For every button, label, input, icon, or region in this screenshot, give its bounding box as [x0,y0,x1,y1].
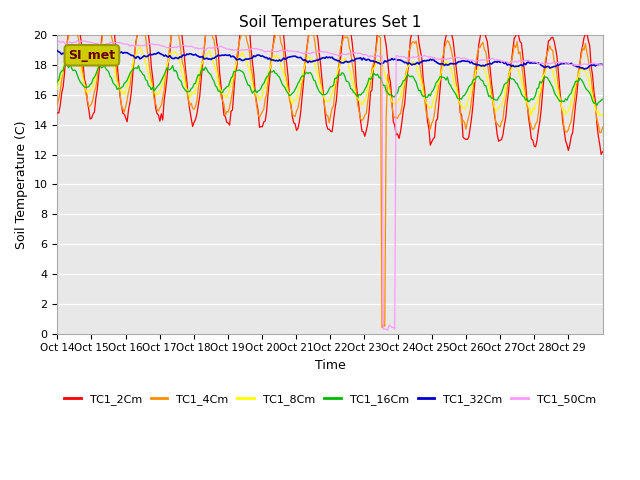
TC1_2Cm [335,65,343,71]
TC1_16Cm [335,72,343,78]
TC1_16Cm [54,79,61,84]
TC1_2Cm [67,25,74,31]
TC1_8Cm [69,43,77,49]
TC1_32Cm [85,48,93,54]
TC1_32Cm [525,59,532,65]
TC1_4Cm [74,31,81,37]
TC1_32Cm [580,66,588,72]
TC1_50Cm [598,62,606,68]
TC1_8Cm [527,113,535,119]
TC1_16Cm [74,72,81,78]
TC1_2Cm [598,149,606,155]
TC1_2Cm [91,109,99,115]
TC1_32Cm [335,58,343,64]
TC1_32Cm [597,61,605,67]
X-axis label: Time: Time [315,359,346,372]
TC1_50Cm [597,62,605,68]
TC1_4Cm [598,124,606,130]
TC1_32Cm [598,62,606,68]
TC1_50Cm [445,56,452,62]
TC1_16Cm [67,60,74,66]
TC1_2Cm [596,141,604,147]
TC1_32Cm [91,51,99,57]
TC1_8Cm [54,86,61,92]
TC1_8Cm [597,112,605,118]
TC1_8Cm [444,59,451,64]
TC1_2Cm [525,115,532,121]
Line: TC1_8Cm: TC1_8Cm [58,46,602,116]
TC1_2Cm [54,110,61,116]
TC1_32Cm [444,62,451,68]
TC1_4Cm [378,325,386,331]
TC1_50Cm [54,39,61,45]
Title: Soil Temperatures Set 1: Soil Temperatures Set 1 [239,15,421,30]
Line: TC1_2Cm: TC1_2Cm [58,28,602,155]
TC1_4Cm [67,25,74,31]
TC1_50Cm [91,40,99,46]
TC1_32Cm [72,52,80,58]
TC1_8Cm [525,104,532,110]
TC1_2Cm [597,152,605,157]
TC1_4Cm [597,130,605,135]
TC1_4Cm [526,119,534,125]
Line: TC1_32Cm: TC1_32Cm [58,51,602,69]
Text: SI_met: SI_met [68,49,115,62]
TC1_16Cm [597,97,605,103]
TC1_2Cm [74,25,81,31]
TC1_8Cm [335,65,343,71]
TC1_50Cm [526,59,534,64]
TC1_50Cm [335,53,343,59]
Line: TC1_4Cm: TC1_4Cm [58,28,602,328]
TC1_4Cm [445,39,452,45]
TC1_8Cm [91,80,99,85]
Legend: TC1_2Cm, TC1_4Cm, TC1_8Cm, TC1_16Cm, TC1_32Cm, TC1_50Cm: TC1_2Cm, TC1_4Cm, TC1_8Cm, TC1_16Cm, TC1… [60,390,600,409]
Line: TC1_50Cm: TC1_50Cm [58,40,602,330]
TC1_4Cm [91,89,99,95]
TC1_50Cm [384,327,392,333]
TC1_16Cm [91,74,99,80]
TC1_50Cm [74,37,81,43]
TC1_8Cm [74,54,81,60]
TC1_16Cm [525,99,532,105]
TC1_16Cm [593,103,601,108]
TC1_4Cm [54,101,61,107]
TC1_16Cm [598,96,606,102]
Line: TC1_16Cm: TC1_16Cm [58,63,602,106]
TC1_8Cm [598,112,606,118]
TC1_4Cm [335,57,343,63]
TC1_32Cm [54,48,61,54]
TC1_16Cm [444,74,451,80]
TC1_2Cm [444,30,451,36]
Y-axis label: Soil Temperature (C): Soil Temperature (C) [15,120,28,249]
TC1_50Cm [72,39,80,45]
